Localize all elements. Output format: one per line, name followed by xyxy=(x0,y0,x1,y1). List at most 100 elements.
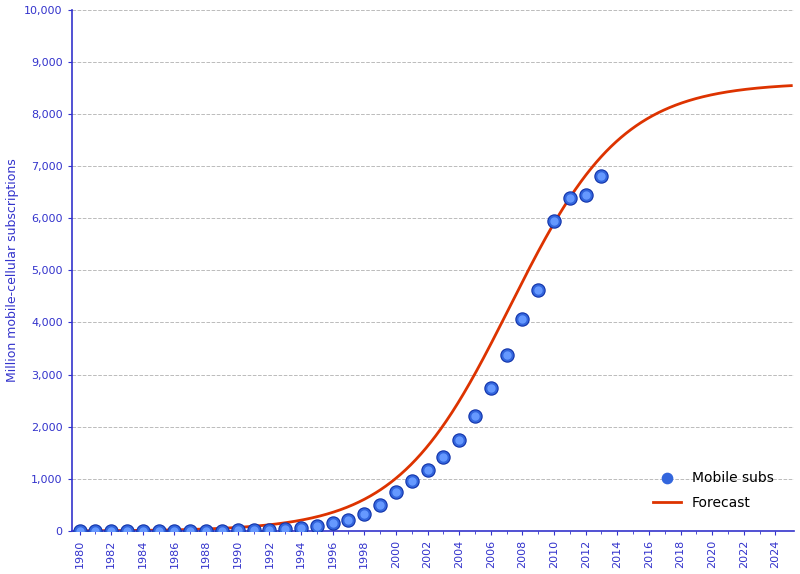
Legend: Mobile subs, Forecast: Mobile subs, Forecast xyxy=(639,457,787,524)
Mobile subs xyxy=(579,191,592,200)
Line: Forecast: Forecast xyxy=(79,86,791,531)
Point xyxy=(294,523,307,533)
Mobile subs xyxy=(548,216,561,226)
Point xyxy=(73,526,86,536)
Mobile subs xyxy=(406,476,418,486)
Mobile subs xyxy=(516,314,529,323)
Point xyxy=(152,526,165,536)
Point xyxy=(310,522,323,531)
Point xyxy=(137,526,150,536)
Point xyxy=(231,526,244,535)
Point xyxy=(469,412,482,421)
Mobile subs xyxy=(121,526,134,536)
Mobile subs xyxy=(294,523,307,533)
Mobile subs xyxy=(231,526,244,535)
Point xyxy=(89,526,102,536)
Point xyxy=(247,526,260,535)
Point xyxy=(374,501,386,510)
Point xyxy=(310,522,323,531)
Mobile subs xyxy=(453,435,466,444)
Y-axis label: Million mobile-cellular subscriptions: Million mobile-cellular subscriptions xyxy=(6,158,18,382)
Point xyxy=(278,525,291,534)
Point xyxy=(342,515,355,525)
Forecast xyxy=(362,494,372,501)
Point xyxy=(579,191,592,200)
Mobile subs xyxy=(73,526,86,536)
Point xyxy=(500,351,513,360)
Point xyxy=(168,526,181,536)
Point xyxy=(105,526,118,536)
Point xyxy=(278,525,291,534)
Point xyxy=(121,526,134,536)
Point xyxy=(342,515,355,525)
Mobile subs xyxy=(168,526,181,536)
Point xyxy=(437,452,450,461)
Point xyxy=(579,191,592,200)
Mobile subs xyxy=(358,510,370,519)
Forecast xyxy=(388,477,398,484)
Point xyxy=(358,510,370,519)
Point xyxy=(532,285,545,294)
Point xyxy=(453,435,466,444)
Mobile subs xyxy=(200,526,213,536)
Mobile subs xyxy=(484,383,497,393)
Point xyxy=(263,525,276,534)
Mobile subs xyxy=(595,172,608,181)
Mobile subs xyxy=(105,526,118,536)
Point xyxy=(215,526,228,535)
Point xyxy=(200,526,213,536)
Mobile subs xyxy=(326,519,339,528)
Point xyxy=(563,194,576,203)
Mobile subs xyxy=(247,526,260,535)
Mobile subs xyxy=(215,526,228,535)
Point xyxy=(200,526,213,536)
Point xyxy=(326,519,339,528)
Mobile subs xyxy=(152,526,165,536)
Point xyxy=(500,351,513,360)
Mobile subs xyxy=(437,452,450,461)
Point xyxy=(516,314,529,323)
Point xyxy=(595,172,608,181)
Point xyxy=(247,526,260,535)
Mobile subs xyxy=(263,525,276,534)
Point xyxy=(294,523,307,533)
Mobile subs xyxy=(137,526,150,536)
Point xyxy=(374,501,386,510)
Point xyxy=(137,526,150,536)
Point xyxy=(548,216,561,226)
Point xyxy=(437,452,450,461)
Mobile subs xyxy=(500,351,513,360)
Mobile subs xyxy=(469,412,482,421)
Point xyxy=(390,488,402,497)
Forecast xyxy=(563,196,573,203)
Point xyxy=(563,194,576,203)
Point xyxy=(484,383,497,393)
Mobile subs xyxy=(390,488,402,497)
Mobile subs xyxy=(310,522,323,531)
Forecast xyxy=(147,527,157,534)
Mobile subs xyxy=(532,285,545,294)
Point xyxy=(406,476,418,486)
Point xyxy=(421,466,434,475)
Point xyxy=(215,526,228,535)
Mobile subs xyxy=(278,525,291,534)
Point xyxy=(484,383,497,393)
Point xyxy=(105,526,118,536)
Point xyxy=(152,526,165,536)
Mobile subs xyxy=(563,194,576,203)
Forecast xyxy=(74,528,84,534)
Forecast xyxy=(786,82,796,89)
Forecast xyxy=(642,115,652,122)
Forecast xyxy=(630,123,639,130)
Point xyxy=(532,285,545,294)
Point xyxy=(469,412,482,421)
Mobile subs xyxy=(342,515,355,525)
Point xyxy=(89,526,102,536)
Point xyxy=(184,526,197,536)
Mobile subs xyxy=(184,526,197,536)
Point xyxy=(516,314,529,323)
Point xyxy=(184,526,197,536)
Point xyxy=(421,466,434,475)
Point xyxy=(73,526,86,536)
Point xyxy=(548,216,561,226)
